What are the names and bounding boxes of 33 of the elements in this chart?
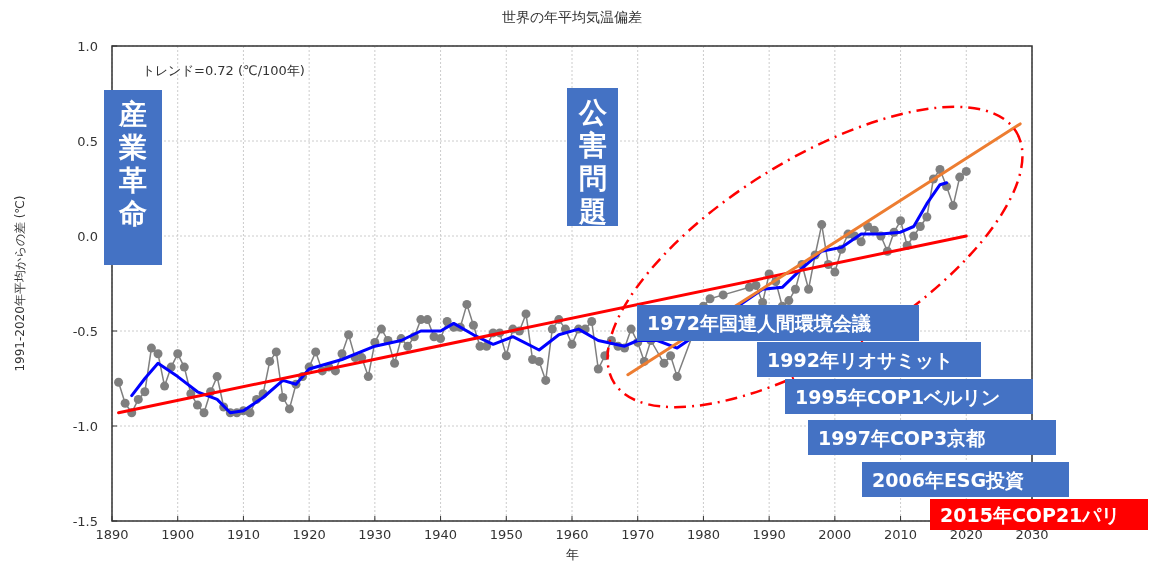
annotation: 産業革命 bbox=[118, 98, 147, 230]
annotation: 公害問題 bbox=[577, 96, 608, 228]
annotation: 1972年国連人間環境会議 bbox=[647, 312, 871, 334]
x-axis-title: 年 bbox=[565, 547, 579, 562]
x-tick-label: 1970 bbox=[621, 527, 655, 542]
y-tick-label: 0.0 bbox=[77, 229, 98, 244]
annotation: トレンド=0.72 (℃/100年) bbox=[142, 63, 305, 78]
y-tick-label: -1.0 bbox=[72, 419, 98, 434]
y-tick-label: 1.0 bbox=[77, 39, 98, 54]
y-tick-label: -1.5 bbox=[72, 514, 98, 529]
annotation: 2015年COP21パリ bbox=[940, 503, 1121, 526]
x-tick-label: 1990 bbox=[752, 527, 786, 542]
x-tick-label: 2020 bbox=[949, 527, 983, 542]
y-tick-label: -0.5 bbox=[72, 324, 98, 339]
x-tick-label: 2030 bbox=[1015, 527, 1049, 542]
chart-title: 世界の年平均気温偏差 bbox=[502, 9, 642, 25]
x-tick-label: 1890 bbox=[95, 527, 129, 542]
x-tick-label: 1960 bbox=[555, 527, 589, 542]
y-tick-label: 0.5 bbox=[77, 134, 98, 149]
annotation: 2006年ESG投資 bbox=[872, 468, 1025, 491]
x-tick-label: 2010 bbox=[884, 527, 918, 542]
x-tick-label: 1930 bbox=[358, 527, 392, 542]
x-tick-label: 1900 bbox=[161, 527, 195, 542]
x-tick-label: 2000 bbox=[818, 527, 852, 542]
annotation: 1992年リオサミット bbox=[767, 348, 953, 371]
x-tick-label: 1910 bbox=[226, 527, 260, 542]
x-tick-label: 1950 bbox=[489, 527, 523, 542]
x-tick-label: 1940 bbox=[424, 527, 458, 542]
x-tick-label: 1980 bbox=[686, 527, 720, 542]
annotation: 1997年COP3京都 bbox=[818, 426, 986, 449]
x-tick-label: 1920 bbox=[292, 527, 326, 542]
y-axis-title: 1991-2020年平均からの差 (℃) bbox=[13, 195, 27, 372]
annotation: 1995年COP1ベルリン bbox=[795, 385, 1001, 408]
